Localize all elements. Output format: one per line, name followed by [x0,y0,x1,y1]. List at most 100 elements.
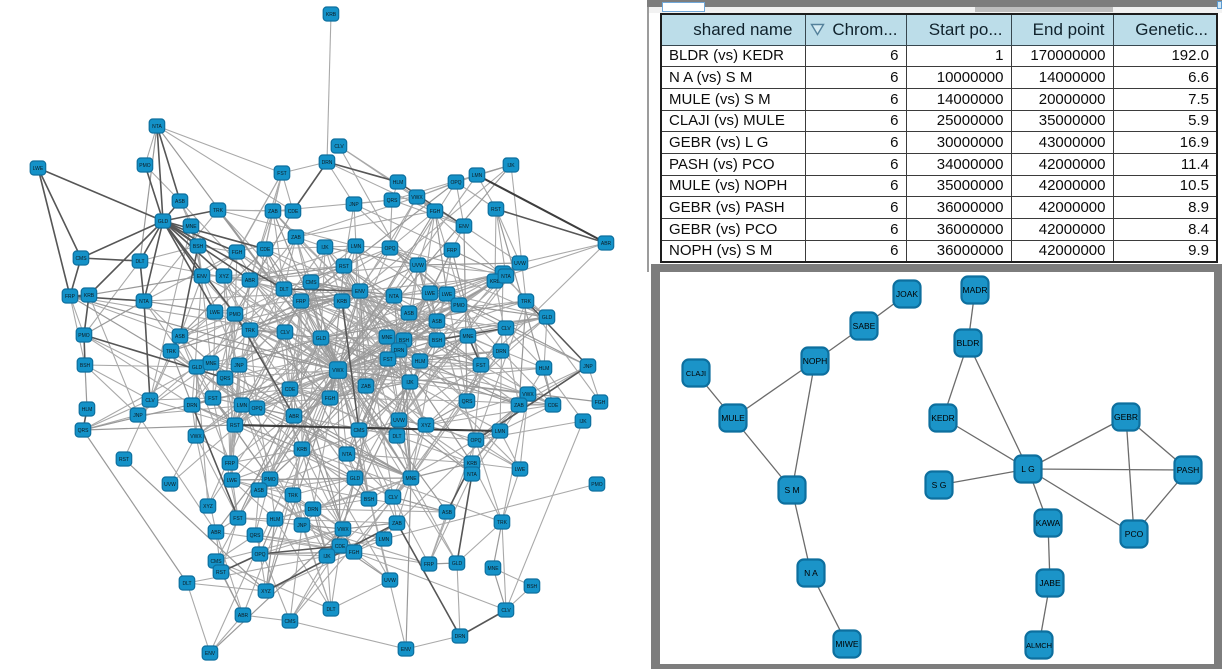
svg-text:FST: FST [476,363,485,369]
svg-text:DLT: DLT [279,287,288,293]
svg-text:ASB: ASB [175,334,186,340]
svg-text:CDE: CDE [285,387,296,393]
svg-text:ENV: ENV [197,274,208,280]
svg-text:DRN: DRN [496,349,507,355]
svg-text:QRS: QRS [387,198,399,204]
svg-text:ENV: ENV [205,651,216,657]
svg-text:OPQ: OPQ [251,406,262,412]
svg-text:GEBR: GEBR [1114,412,1138,422]
svg-text:NTA: NTA [389,294,399,300]
svg-text:FRP: FRP [447,248,458,254]
svg-text:DRN: DRN [394,348,405,354]
svg-text:JNP: JNP [583,364,593,370]
svg-text:FGH: FGH [232,250,243,256]
svg-text:KRB: KRB [326,12,337,18]
svg-text:RST: RST [216,570,226,576]
svg-text:ASB: ASB [254,488,265,494]
svg-text:ZAB: ZAB [268,209,278,215]
svg-text:CLV: CLV [388,495,398,501]
svg-text:PMO: PMO [453,303,465,309]
svg-text:MNE: MNE [185,224,197,230]
svg-text:CDE: CDE [288,209,299,215]
svg-text:BSH: BSH [193,244,204,250]
svg-text:FGH: FGH [595,400,606,406]
svg-text:ZAB: ZAB [392,521,402,527]
svg-text:CMS: CMS [284,619,296,625]
svg-text:GLD: GLD [158,219,169,225]
svg-text:DRN: DRN [308,507,319,513]
svg-text:NTA: NTA [139,299,149,305]
svg-text:LWE: LWE [33,166,44,172]
svg-text:JNP: JNP [349,202,359,208]
svg-text:IJK: IJK [321,245,329,251]
svg-text:PMO: PMO [591,482,603,488]
svg-text:VWX: VWX [332,368,344,374]
svg-text:FST: FST [277,171,286,177]
svg-text:PMO: PMO [78,333,90,339]
svg-text:TRK: TRK [213,208,224,214]
svg-text:MNE: MNE [205,361,217,367]
svg-text:CLV: CLV [145,398,155,404]
svg-text:PMO: PMO [229,312,241,318]
svg-text:TRK: TRK [521,299,532,305]
svg-text:OPQ: OPQ [254,552,265,558]
svg-text:HLM: HLM [82,407,93,413]
svg-text:PMO: PMO [139,163,151,169]
svg-text:NTA: NTA [152,124,162,130]
svg-text:DRN: DRN [455,634,466,640]
svg-text:GLD: GLD [350,476,361,482]
svg-text:LWE: LWE [227,478,238,484]
svg-text:DLT: DLT [392,434,401,440]
svg-text:KRB: KRB [297,447,308,453]
svg-text:JOAK: JOAK [896,289,919,299]
svg-text:OPQ: OPQ [470,438,481,444]
svg-text:CMS: CMS [305,280,317,286]
svg-text:OPQ: OPQ [384,246,395,252]
svg-text:FRP: FRP [424,562,435,568]
svg-text:RST: RST [491,207,501,213]
svg-text:FRP: FRP [65,294,76,300]
svg-text:MNE: MNE [381,335,393,341]
svg-text:JNP: JNP [297,523,307,529]
svg-text:S G: S G [932,480,947,490]
svg-text:CDE: CDE [548,403,559,409]
svg-text:BSH: BSH [527,584,538,590]
svg-text:FST: FST [233,516,242,522]
svg-text:XYZ: XYZ [421,423,431,429]
svg-text:ASB: ASB [432,319,443,325]
svg-text:VWX: VWX [190,434,202,440]
svg-text:ASB: ASB [404,311,415,317]
svg-text:ZAB: ZAB [291,235,301,241]
svg-text:GLD: GLD [542,315,553,321]
svg-text:N A: N A [804,568,818,578]
svg-text:QRS: QRS [462,399,474,405]
svg-text:FRP: FRP [225,461,236,467]
svg-text:ENV: ENV [401,647,412,653]
svg-text:BSH: BSH [364,497,375,503]
svg-text:UVW: UVW [514,261,526,267]
svg-text:ENV: ENV [355,289,366,295]
svg-text:LWE: LWE [210,310,221,316]
svg-text:PMO: PMO [264,477,276,483]
svg-text:FGH: FGH [349,550,360,556]
svg-text:LMN: LMN [379,537,390,543]
svg-text:UVW: UVW [393,418,405,424]
svg-text:ZAB: ZAB [514,403,524,409]
svg-text:MULE: MULE [721,413,745,423]
svg-text:CDE: CDE [260,247,271,253]
svg-text:DLT: DLT [326,607,335,613]
svg-text:ABR: ABR [289,414,300,420]
svg-text:PASH: PASH [1177,465,1200,475]
svg-text:LWE: LWE [442,292,453,298]
svg-text:NOPH: NOPH [803,356,828,366]
svg-text:L G: L G [1021,464,1034,474]
svg-text:MNE: MNE [487,566,499,572]
svg-text:LMN: LMN [495,429,506,435]
svg-text:LWE: LWE [515,467,526,473]
svg-text:UVW: UVW [164,482,176,488]
svg-text:KEDR: KEDR [931,413,955,423]
svg-text:LWE: LWE [425,291,436,297]
svg-text:UVW: UVW [384,578,396,584]
svg-text:XYZ: XYZ [203,504,213,510]
svg-text:XYZ: XYZ [261,589,271,595]
